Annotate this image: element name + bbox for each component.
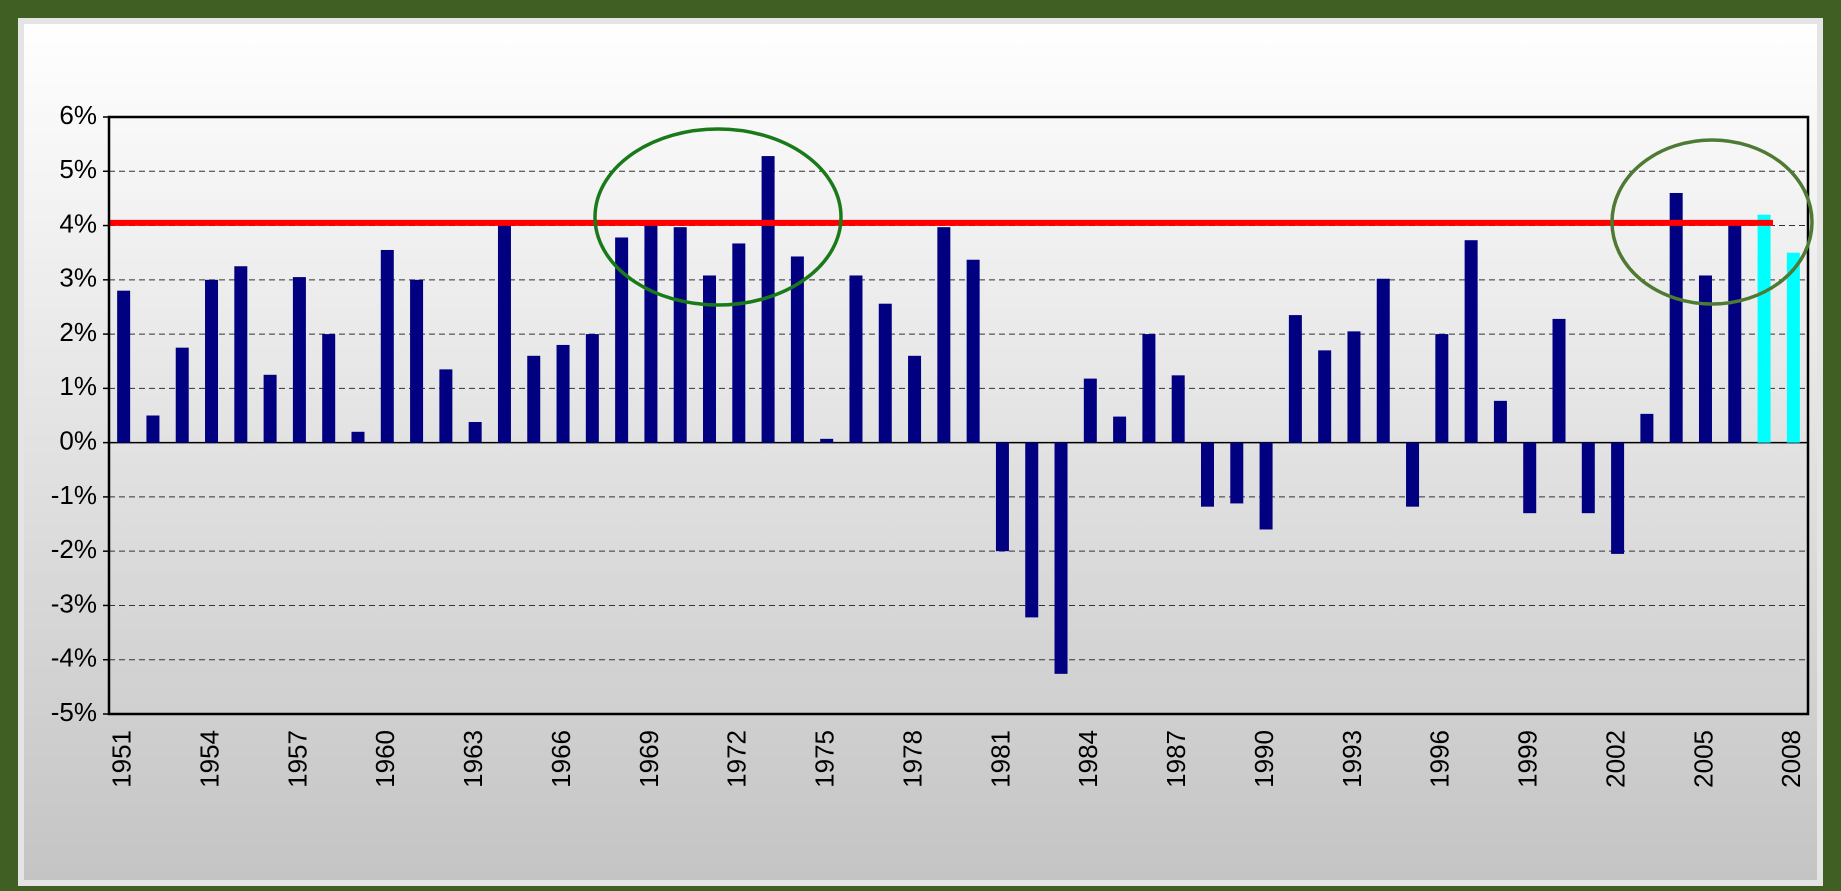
bar bbox=[908, 355, 922, 443]
x-tick-label: 1993 bbox=[1337, 730, 1367, 788]
bar bbox=[292, 277, 306, 443]
bar bbox=[1406, 442, 1420, 507]
bar bbox=[1464, 240, 1478, 443]
y-tick-label: 5% bbox=[59, 154, 97, 184]
panel bbox=[18, 18, 1823, 886]
bar bbox=[146, 415, 160, 443]
y-tick-label: 6% bbox=[59, 100, 97, 130]
bar bbox=[761, 156, 775, 443]
bar bbox=[790, 256, 804, 443]
x-tick-label: 1957 bbox=[282, 730, 312, 788]
x-tick-label: 1969 bbox=[634, 730, 664, 788]
bar bbox=[527, 355, 541, 443]
bar bbox=[1347, 331, 1361, 443]
x-tick-label: 1984 bbox=[1073, 730, 1103, 788]
bar bbox=[703, 275, 717, 443]
bar bbox=[1698, 275, 1712, 443]
x-tick-label: 1978 bbox=[897, 730, 927, 788]
y-tick-label: 1% bbox=[59, 371, 97, 401]
bar bbox=[1025, 442, 1039, 618]
bar bbox=[1552, 318, 1566, 443]
bar bbox=[644, 220, 658, 443]
bar bbox=[878, 303, 892, 443]
y-tick-label: -3% bbox=[51, 588, 97, 618]
bar bbox=[1611, 442, 1625, 554]
bar bbox=[322, 334, 336, 443]
x-tick-label: 1972 bbox=[722, 730, 752, 788]
bar bbox=[1054, 442, 1068, 674]
bar bbox=[1786, 252, 1800, 443]
bar bbox=[1435, 334, 1449, 443]
bar bbox=[556, 344, 570, 443]
bar bbox=[615, 237, 629, 443]
x-tick-label: 1954 bbox=[194, 730, 224, 788]
y-tick-label: 2% bbox=[59, 317, 97, 347]
highlight-circle bbox=[1610, 138, 1814, 306]
bar bbox=[937, 227, 951, 443]
plot-frame bbox=[107, 115, 1810, 716]
y-tick-label: -5% bbox=[51, 697, 97, 727]
x-tick-label: 1960 bbox=[370, 730, 400, 788]
x-tick-label: 2008 bbox=[1776, 730, 1806, 788]
bar bbox=[117, 290, 131, 443]
bar bbox=[1728, 222, 1742, 443]
bar bbox=[380, 249, 394, 443]
y-tick-label: 3% bbox=[59, 263, 97, 293]
bar bbox=[351, 431, 365, 443]
bar bbox=[820, 438, 834, 443]
bar bbox=[410, 279, 424, 443]
y-tick-label: -2% bbox=[51, 534, 97, 564]
bar bbox=[1083, 378, 1097, 443]
bar bbox=[1288, 315, 1302, 443]
bar bbox=[1493, 400, 1507, 443]
bar bbox=[263, 374, 277, 443]
x-tick-label: 1981 bbox=[985, 730, 1015, 788]
bar bbox=[439, 369, 453, 443]
x-tick-label: 1966 bbox=[546, 730, 576, 788]
bar bbox=[1523, 442, 1537, 514]
x-tick-label: 2005 bbox=[1688, 730, 1718, 788]
x-tick-label: 1975 bbox=[810, 730, 840, 788]
bar bbox=[849, 275, 863, 443]
x-tick-label: 1963 bbox=[458, 730, 488, 788]
x-tick-label: 2002 bbox=[1600, 730, 1630, 788]
y-tick-label: -1% bbox=[51, 480, 97, 510]
bar bbox=[1640, 413, 1654, 443]
bar bbox=[205, 279, 219, 443]
bar bbox=[1376, 278, 1390, 443]
bar bbox=[1230, 442, 1244, 504]
bar bbox=[732, 243, 746, 443]
bar bbox=[1318, 350, 1332, 443]
bar bbox=[1200, 442, 1214, 507]
x-tick-label: 1996 bbox=[1425, 730, 1455, 788]
x-tick-label: 1990 bbox=[1249, 730, 1279, 788]
bar bbox=[497, 222, 511, 443]
bar bbox=[1142, 334, 1156, 443]
x-tick-label: 1951 bbox=[107, 730, 137, 788]
bar bbox=[1259, 442, 1273, 530]
y-tick-label: -4% bbox=[51, 643, 97, 673]
bar bbox=[234, 266, 248, 443]
bar bbox=[1113, 416, 1127, 443]
bar bbox=[995, 442, 1009, 552]
x-tick-label: 1999 bbox=[1513, 730, 1543, 788]
bar bbox=[175, 347, 189, 443]
y-tick-label: 0% bbox=[59, 426, 97, 456]
bar bbox=[468, 422, 482, 443]
bar bbox=[1669, 192, 1683, 443]
bar bbox=[673, 227, 687, 443]
bar bbox=[1757, 214, 1771, 443]
bar bbox=[1171, 375, 1185, 443]
bar bbox=[1581, 442, 1595, 514]
x-tick-label: 1987 bbox=[1161, 730, 1191, 788]
bar bbox=[585, 334, 599, 443]
bar bbox=[966, 259, 980, 443]
y-tick-label: 4% bbox=[59, 208, 97, 238]
highlight-circle bbox=[593, 127, 843, 307]
